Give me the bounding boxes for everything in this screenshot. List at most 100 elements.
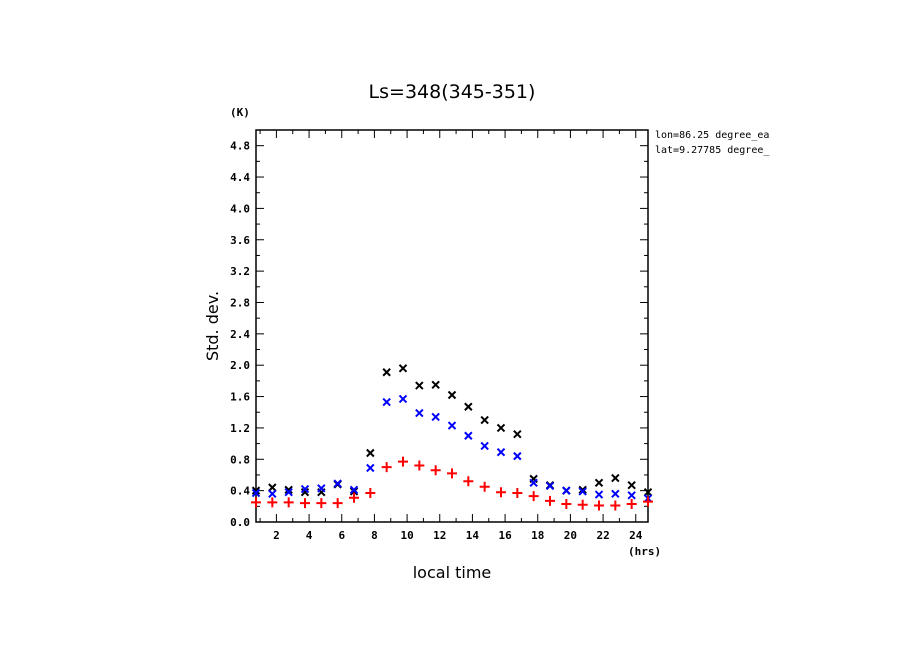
data-point bbox=[578, 485, 587, 495]
series-2 bbox=[251, 456, 653, 511]
y-tick-label: 0.0 bbox=[230, 516, 250, 529]
chart-title: Ls=348(345-351) bbox=[369, 81, 536, 103]
data-point bbox=[610, 500, 621, 511]
data-point bbox=[251, 486, 261, 495]
data-point bbox=[562, 486, 571, 495]
data-point bbox=[627, 480, 636, 490]
x-tick-label: 18 bbox=[531, 529, 544, 542]
lon-annotation: lon=86.25 degree_ea bbox=[655, 130, 769, 141]
x-tick-label: 22 bbox=[596, 529, 609, 542]
data-point bbox=[414, 460, 425, 471]
data-point bbox=[398, 364, 408, 373]
data-point bbox=[578, 487, 587, 496]
data-point bbox=[496, 423, 506, 433]
y-unit-label: (K) bbox=[230, 106, 250, 119]
data-point bbox=[349, 492, 359, 503]
x-tick-label: 24 bbox=[629, 529, 643, 542]
x-tick-label: 14 bbox=[466, 529, 480, 542]
lat-annotation: lat=9.27785 degree_ bbox=[655, 145, 770, 156]
y-tick-label: 3.2 bbox=[230, 265, 250, 278]
data-point bbox=[382, 368, 391, 377]
data-point bbox=[366, 463, 375, 473]
series-1 bbox=[251, 394, 653, 503]
data-point bbox=[284, 488, 293, 497]
data-point bbox=[464, 402, 473, 411]
data-point bbox=[415, 408, 424, 418]
data-point bbox=[366, 448, 375, 458]
data-point bbox=[528, 491, 539, 502]
data-point bbox=[529, 478, 538, 488]
y-tick-label: 4.0 bbox=[230, 202, 250, 215]
data-point bbox=[561, 498, 572, 509]
y-tick-label: 0.8 bbox=[230, 453, 250, 466]
data-point bbox=[611, 489, 620, 498]
data-point bbox=[283, 497, 294, 508]
data-point bbox=[251, 488, 261, 498]
data-point bbox=[332, 498, 343, 509]
data-point bbox=[496, 487, 506, 498]
data-point bbox=[398, 394, 408, 404]
data-point bbox=[512, 487, 523, 498]
data-point bbox=[268, 489, 277, 498]
data-point bbox=[447, 468, 457, 479]
data-point bbox=[627, 491, 636, 500]
data-point bbox=[365, 487, 376, 498]
x-tick-label: 8 bbox=[371, 529, 378, 542]
x-tick-label: 20 bbox=[564, 529, 577, 542]
data-point bbox=[626, 498, 637, 509]
data-point bbox=[545, 495, 555, 506]
data-point bbox=[430, 465, 441, 476]
y-tick-label: 4.4 bbox=[230, 171, 250, 184]
data-point bbox=[317, 484, 326, 493]
y-tick-label: 4.8 bbox=[230, 140, 250, 153]
data-point bbox=[284, 485, 293, 495]
data-point bbox=[415, 381, 424, 390]
y-tick-label: 2.4 bbox=[230, 328, 250, 341]
y-tick-label: 2.8 bbox=[230, 296, 250, 309]
y-tick-label: 3.6 bbox=[230, 234, 250, 247]
x-tick-label: 16 bbox=[498, 529, 512, 542]
data-point bbox=[577, 499, 588, 510]
data-point bbox=[643, 496, 653, 507]
data-point bbox=[480, 441, 489, 451]
data-point bbox=[267, 497, 278, 508]
data-point bbox=[268, 483, 277, 492]
x-unit-label: (hrs) bbox=[628, 545, 661, 558]
y-tick-label: 1.6 bbox=[230, 391, 250, 404]
x-tick-label: 2 bbox=[273, 529, 280, 542]
x-tick-label: 6 bbox=[338, 529, 345, 542]
y-tick-label: 1.2 bbox=[230, 422, 250, 435]
data-point bbox=[447, 390, 457, 400]
data-point bbox=[349, 485, 359, 495]
data-point bbox=[594, 478, 604, 488]
data-point bbox=[398, 456, 408, 467]
x-tick-label: 10 bbox=[400, 529, 413, 542]
data-point bbox=[479, 481, 490, 492]
data-point bbox=[431, 412, 440, 422]
plot-frame bbox=[255, 129, 649, 523]
data-point bbox=[300, 484, 310, 494]
y-axis-label: Std. dev. bbox=[203, 291, 222, 361]
data-point bbox=[464, 431, 473, 440]
data-point bbox=[594, 490, 604, 499]
data-point bbox=[447, 421, 457, 430]
data-point bbox=[513, 451, 522, 461]
data-point bbox=[496, 448, 506, 457]
x-tick-label: 12 bbox=[433, 529, 446, 542]
data-point bbox=[300, 488, 310, 497]
data-point bbox=[316, 498, 327, 509]
data-point bbox=[513, 429, 522, 439]
y-tick-label: 2.0 bbox=[230, 359, 250, 372]
data-point bbox=[594, 500, 604, 511]
data-point bbox=[545, 481, 555, 491]
x-tick-label: 4 bbox=[306, 529, 313, 542]
data-point bbox=[251, 497, 261, 508]
data-point bbox=[480, 415, 489, 425]
data-point bbox=[333, 479, 342, 488]
data-point bbox=[431, 380, 440, 390]
data-point bbox=[643, 488, 653, 497]
y-tick-label: 0.4 bbox=[230, 485, 250, 498]
data-point bbox=[349, 487, 359, 496]
data-point bbox=[381, 462, 392, 473]
